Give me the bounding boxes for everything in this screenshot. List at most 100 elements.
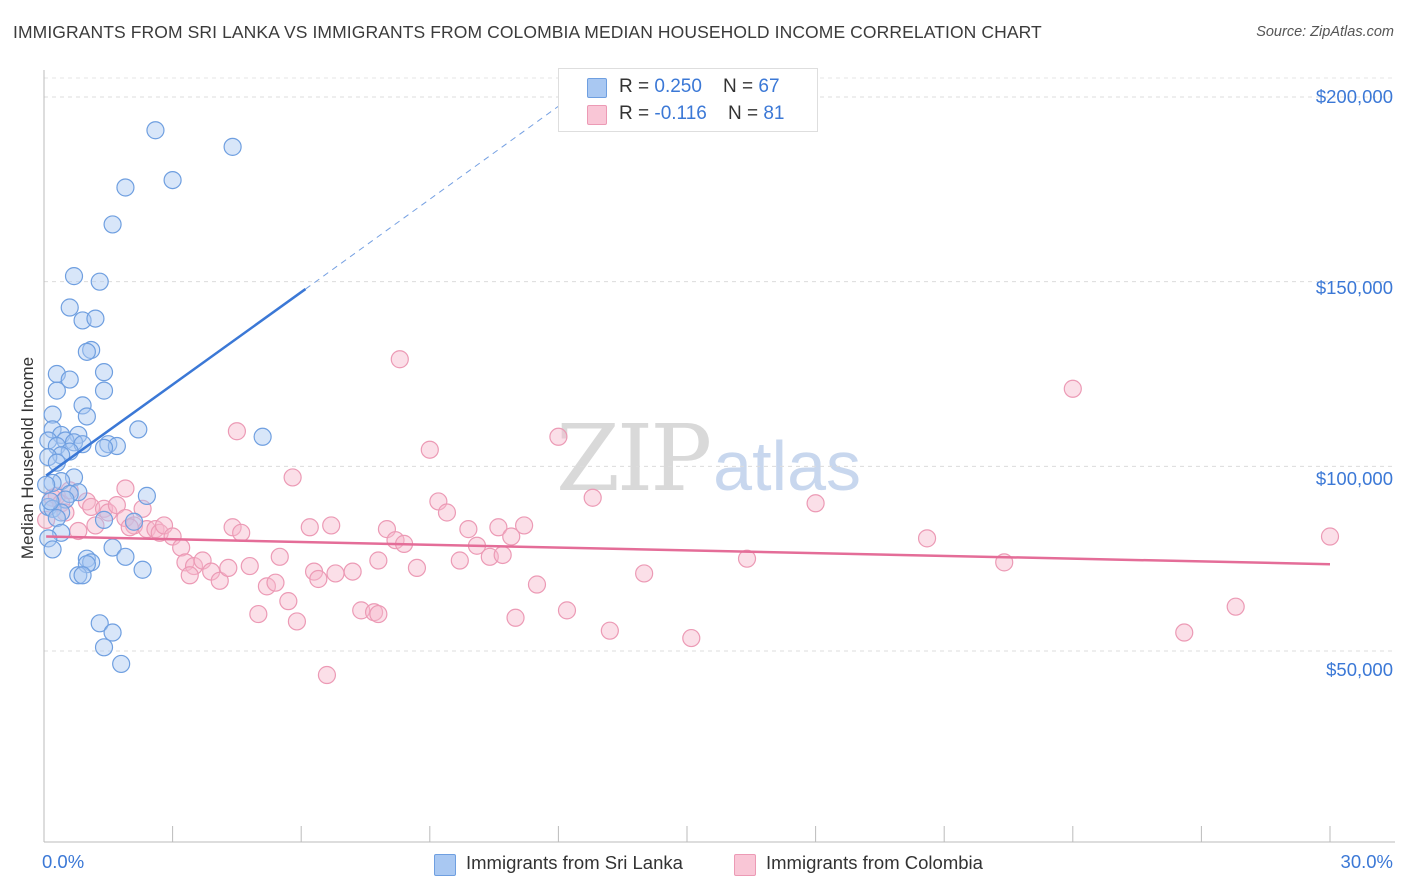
sri-lanka-point [133, 560, 152, 579]
sri-lanka-trend-line [45, 288, 307, 477]
x-tick-label-max: 30.0% [1340, 851, 1393, 872]
sri-lanka-point [47, 508, 66, 528]
sri-lanka-point [94, 438, 114, 457]
colombia-point [583, 488, 602, 507]
colombia-point [283, 468, 302, 487]
sri-lanka-point [129, 420, 148, 439]
sri-lanka-point [94, 363, 114, 382]
r-value: -0.116 [654, 103, 707, 124]
colombia-point [266, 573, 285, 592]
sri-lanka-point [94, 638, 114, 657]
colombia-point [270, 547, 289, 566]
y-tick-label: $50,000 [1326, 659, 1393, 680]
colombia-point [557, 601, 577, 620]
colombia-point [459, 520, 478, 539]
colombia-point [279, 592, 298, 611]
colombia-point [343, 562, 362, 581]
colombia-point [369, 604, 388, 624]
colombia-point [369, 551, 388, 570]
sri-lanka-point [39, 529, 58, 548]
n-value: 67 [758, 76, 780, 97]
sri-lanka-point [94, 510, 114, 529]
trend-lines [45, 96, 1331, 566]
sri-lanka-point [103, 215, 122, 234]
legend-text: R = -0.116 N = 81 [619, 103, 785, 124]
colombia-point [1175, 623, 1194, 642]
chart-title: IMMIGRANTS FROM SRI LANKA VS IMMIGRANTS … [13, 22, 1042, 42]
legend-swatch-pink [734, 854, 756, 876]
legend-label: Immigrants from Sri Lanka [466, 852, 683, 873]
axes [43, 70, 1395, 843]
sri-lanka-point [37, 475, 56, 494]
legend-text: R = 0.250 N = 67 [619, 76, 780, 97]
sri-lanka-point [116, 178, 135, 197]
colombia-point [210, 571, 229, 590]
colombia-point [806, 494, 825, 513]
colombia-point [180, 566, 199, 585]
sri-lanka-point [223, 137, 242, 156]
sri-lanka-point [112, 654, 131, 674]
sri-lanka-point [103, 623, 122, 642]
y-axis-title: Median Household Income [18, 356, 37, 560]
sri-lanka-point [73, 566, 92, 585]
sri-lanka-point [77, 407, 96, 426]
colombia-point [917, 529, 937, 548]
sri-lanka-point [137, 486, 156, 505]
y-tick-label: $150,000 [1315, 277, 1393, 298]
colombia-point [322, 516, 341, 535]
sri-lanka-trend-extension [305, 96, 572, 290]
colombia-point [249, 604, 268, 624]
y-tick-label: $100,000 [1315, 468, 1393, 489]
colombia-point [600, 621, 619, 640]
colombia-point [240, 556, 259, 576]
sri-lanka-point [77, 342, 96, 361]
colombia-point [682, 628, 701, 648]
colombia-point [527, 575, 547, 594]
legend-swatch-pink [587, 105, 607, 125]
sri-lanka-point [146, 121, 165, 140]
r-value: 0.250 [654, 76, 702, 97]
legend-swatch-blue [587, 78, 607, 98]
legend-label: Immigrants from Colombia [766, 852, 983, 873]
y-tick-label: $200,000 [1315, 86, 1393, 107]
sri-lanka-point [124, 512, 144, 531]
sri-lanka-point [60, 298, 79, 317]
sri-lanka-point [60, 370, 79, 389]
colombia-point [407, 558, 427, 578]
colombia-point [1320, 527, 1340, 546]
source-label: Source: ZipAtlas.com [1256, 24, 1394, 40]
colombia-point [116, 479, 135, 498]
sri-lanka-point [90, 614, 109, 633]
colombia-point [506, 608, 525, 627]
colombia-point [227, 422, 246, 441]
sri-lanka-point [253, 427, 272, 446]
sri-lanka-point [69, 566, 88, 585]
x-tick-label-min: 0.0% [42, 851, 85, 872]
sri-lanka-point [90, 272, 109, 291]
colombia-trend-line [46, 535, 1331, 566]
colombia-point [450, 551, 469, 570]
sri-lanka-point [43, 473, 62, 493]
colombia-point [107, 496, 126, 515]
colombia-point [549, 427, 568, 446]
colombia-point [219, 558, 238, 578]
sri-lanka-point [163, 171, 182, 190]
colombia-point [309, 569, 328, 589]
n-value: 81 [763, 103, 785, 124]
sri-lanka-point [116, 547, 135, 566]
sri-lanka-point [94, 381, 114, 400]
colombia-point [326, 564, 345, 583]
colombia-point [437, 503, 457, 522]
sri-lanka-point [73, 396, 92, 415]
colombia-point [1063, 379, 1082, 398]
sri-lanka-point [43, 405, 62, 424]
colombia-point [232, 523, 251, 542]
colombia-points [37, 350, 1340, 685]
colombia-point [287, 612, 307, 631]
colombia-point [390, 350, 409, 369]
correlation-legend: R = 0.250 N = 67 R = -0.116 N = 81 [558, 68, 818, 132]
colombia-point [635, 564, 654, 583]
sri-lanka-point [47, 381, 66, 400]
colombia-point [489, 518, 508, 537]
